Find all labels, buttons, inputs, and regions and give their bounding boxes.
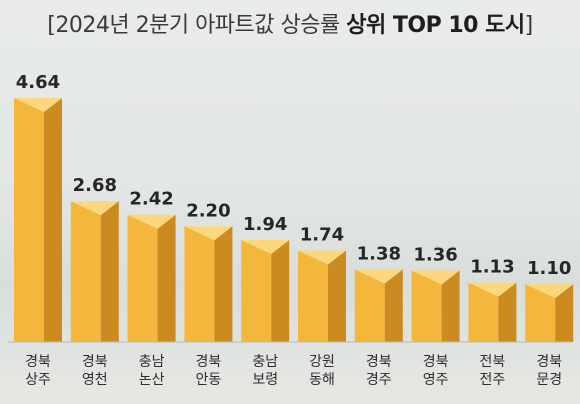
category-label-city: 안동: [196, 372, 222, 388]
bar-front: [241, 239, 272, 342]
category-label-city: 전주: [480, 372, 506, 388]
bar-side: [441, 270, 460, 342]
category-label-city: 경주: [366, 372, 392, 388]
bar-front: [127, 214, 158, 342]
bar-top: [127, 214, 176, 229]
title-close-bracket: ]: [524, 13, 534, 38]
category-label-region: 충남: [139, 354, 165, 370]
bar-side: [100, 201, 119, 342]
bar-top: [354, 269, 403, 284]
bar-top: [184, 226, 233, 241]
bar-top: [298, 250, 346, 265]
category-label-region: 전북: [480, 354, 506, 370]
bar-top: [525, 284, 574, 299]
category-label-region: 경북: [196, 354, 222, 370]
category-label-region: 경북: [25, 354, 51, 370]
category-label-city: 영주: [423, 372, 449, 388]
value-label: 1.94: [243, 214, 287, 235]
value-label: 2.20: [186, 200, 230, 221]
title-main-text: 2024년 2분기 아파트값 상승률: [55, 13, 347, 38]
category-label-region: 경북: [366, 354, 392, 370]
title-open-bracket: [: [47, 13, 56, 38]
category-label-city: 보령: [252, 372, 278, 388]
value-label: 2.42: [129, 189, 173, 210]
bar-front: [525, 284, 556, 342]
category-label-city: 동해: [309, 372, 335, 388]
bar-front: [411, 270, 442, 342]
bar-side: [555, 284, 574, 342]
bar-side: [44, 98, 62, 342]
value-label: 2.68: [73, 175, 117, 196]
bar-front: [14, 98, 44, 342]
bar-front: [184, 226, 215, 342]
title-highlight-text: 상위 TOP 10 도시: [346, 13, 525, 38]
bar-side: [271, 239, 290, 342]
value-label: 1.13: [470, 257, 514, 278]
value-label: 1.38: [357, 243, 401, 264]
category-label-region: 강원: [309, 354, 335, 370]
category-label-city: 논산: [139, 372, 165, 388]
value-label: 1.74: [300, 225, 344, 246]
bar-front: [468, 282, 499, 342]
category-label-region: 경북: [536, 354, 562, 370]
bar-top: [411, 270, 460, 285]
bar-front: [354, 269, 385, 342]
category-label-city: 문경: [536, 372, 562, 388]
chart-title: [2024년 2분기 아파트값 상승률 상위 TOP 10 도시]: [0, 8, 580, 44]
bar-side: [498, 282, 517, 342]
bar-front: [70, 201, 101, 342]
category-label-region: 경북: [82, 354, 108, 370]
bar-top: [468, 282, 517, 297]
bar-top: [70, 201, 119, 216]
bar-side: [328, 250, 346, 342]
value-label: 1.10: [527, 258, 571, 279]
value-label: 4.64: [16, 72, 60, 93]
category-label-region: 경북: [423, 354, 449, 370]
bar-front: [298, 250, 328, 342]
bar-top: [241, 239, 290, 254]
bar-top: [14, 98, 62, 112]
category-label-city: 영천: [82, 372, 108, 388]
category-label-region: 충남: [252, 354, 278, 370]
bar-side: [214, 226, 233, 342]
value-label: 1.36: [413, 244, 457, 265]
bar-side: [384, 269, 403, 342]
category-label-city: 상주: [25, 372, 51, 388]
bar-side: [157, 214, 176, 342]
